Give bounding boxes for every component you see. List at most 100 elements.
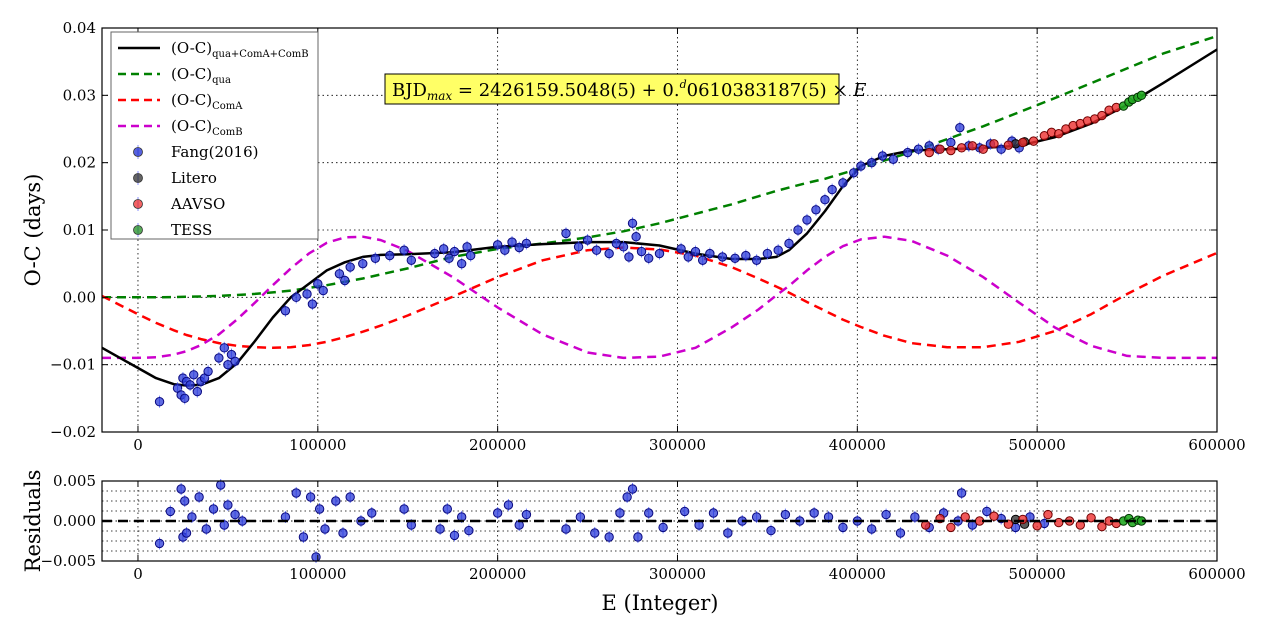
main-point-fang (561, 228, 571, 239)
resid-point-fang (291, 488, 301, 498)
main-point-fang (203, 366, 213, 377)
resid-point-fang (399, 504, 409, 514)
resid-point-fang (633, 532, 643, 542)
resid-xtick-label: 300000 (649, 565, 706, 583)
eq-var: E (852, 80, 866, 101)
main-point-fang (573, 242, 584, 252)
main-ticks: 0 100000 200000 300000 400000 500000 600000 −0.… (50, 19, 1246, 454)
resid-point-fang (590, 528, 600, 538)
main-point-aavso (978, 144, 988, 154)
resid-point-fang (320, 524, 330, 534)
resid-point-fang (165, 506, 176, 517)
main-point-fang (399, 245, 409, 255)
resid-xtick-label: 200000 (469, 565, 526, 583)
main-point-fang (624, 252, 634, 262)
resid-point-fang (838, 522, 848, 533)
legend-box (110, 31, 319, 240)
main-point-fang (741, 250, 751, 261)
legend-label-tess: TESS (171, 221, 212, 239)
eq-sup: d (680, 78, 687, 91)
resid-point-fang (644, 508, 654, 518)
resid-ticks: 0 100000 200000 300000 400000 500000 600000 −0.… (40, 472, 1245, 583)
main-point-fang (154, 397, 165, 407)
main-point-fang (185, 380, 195, 390)
main-point-fang (631, 232, 641, 242)
main-point-fang (180, 393, 190, 404)
legend-label-aavso: AAVSO (170, 195, 225, 213)
main-point-fang (430, 248, 440, 259)
main-point-fang (340, 275, 350, 286)
main-point-fang (302, 289, 312, 299)
resid-point-fang (766, 525, 776, 536)
main-point-fang (636, 246, 647, 257)
resid-point-fang (338, 528, 348, 538)
main-point-fang (820, 195, 830, 205)
main-point-fang (946, 137, 956, 148)
resid-point-fang (331, 496, 341, 506)
model-curve-qua (102, 34, 1218, 299)
main-ytick-label: 0.00 (63, 288, 96, 306)
main-point-fang (888, 154, 898, 165)
resid-point-fang (180, 496, 190, 506)
resid-point-fang (298, 532, 309, 542)
resid-xtick-label: 600000 (1188, 565, 1245, 583)
main-point-fang (683, 252, 693, 262)
equation-text: BJDmax = 2426159.5048(5) + 0.d0610383187… (392, 78, 866, 103)
resid-point-fang (751, 512, 762, 522)
legend: (O-C)qua+ComA+ComB (O-C)qua (O-C)ComA (O-C)… (110, 31, 319, 240)
resid-point-fang (219, 520, 229, 530)
legend-label-comB: (O-C)ComB (171, 117, 243, 138)
resid-point-aavso (989, 511, 999, 521)
legend-label-qua: (O-C)qua (171, 65, 231, 86)
residual-panel: 0 100000 200000 300000 400000 500000 600000 −0.… (21, 470, 1246, 615)
main-xtick-label: 500000 (1009, 436, 1066, 454)
equation-annotation: BJDmax = 2426159.5048(5) + 0.d0610383187… (384, 73, 866, 105)
main-point-fang (456, 258, 467, 269)
main-point-fang (811, 205, 821, 215)
main-point-fang (877, 151, 888, 161)
resid-point-fang (622, 492, 632, 502)
main-point-fang (307, 299, 318, 309)
main-point-fang (465, 250, 476, 261)
main-point-fang (802, 215, 812, 225)
main-ylabel: O-C (days) (21, 174, 45, 287)
main-point-fang (591, 245, 602, 255)
main-point-fang (406, 255, 417, 265)
main-xtick-label: 600000 (1188, 436, 1245, 454)
main-point-fang (902, 147, 913, 158)
resid-point-fang (367, 508, 377, 518)
main-point-fang (291, 292, 301, 303)
main-point-fang (449, 246, 460, 257)
main-point-aavso (1003, 140, 1014, 150)
resid-point-fang (181, 528, 192, 538)
resid-point-aavso (1043, 509, 1053, 520)
main-xtick-label: 100000 (289, 436, 346, 454)
main-panel: 0 100000 200000 300000 400000 500000 600000 −0.… (21, 19, 1246, 454)
main-point-fang (192, 386, 203, 397)
main-point-fang (334, 269, 345, 279)
main-point-fang (492, 240, 503, 250)
main-point-fang (654, 248, 665, 259)
main-point-fang (697, 255, 708, 265)
main-point-fang (444, 253, 454, 263)
resid-point-aavso (1097, 521, 1107, 532)
resid-point-fang (881, 509, 891, 520)
main-point-aavso (1097, 110, 1107, 121)
main-point-aavso (1054, 129, 1064, 139)
main-point-fang (705, 248, 715, 259)
resid-point-fang (723, 528, 733, 538)
resid-xtick-label: 400000 (829, 565, 886, 583)
eq-rhs: 0610383187(5) × (687, 80, 854, 101)
resid-point-fang (154, 538, 165, 549)
main-point-fang (867, 157, 877, 168)
legend-label-litero: Litero (171, 169, 217, 187)
legend-swatch-tess (133, 225, 143, 235)
resid-point-aavso (960, 512, 970, 522)
resid-point-fang (780, 509, 791, 520)
resid-point-fang (627, 484, 638, 494)
legend-swatch-litero (133, 173, 143, 183)
eq-lhs: BJD (392, 80, 427, 101)
resid-ylabel: Residuals (21, 470, 45, 573)
main-point-fang (507, 237, 517, 247)
